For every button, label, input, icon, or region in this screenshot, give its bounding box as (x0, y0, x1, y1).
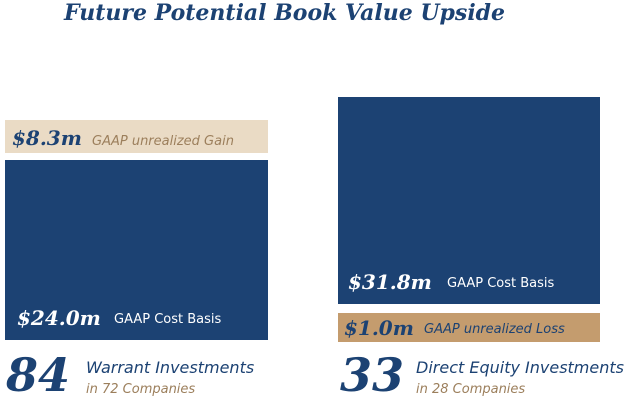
warrant-count: 84 (6, 348, 71, 402)
equity-cost-desc-label: GAAP Cost Basis (447, 276, 555, 291)
warrant-title: Warrant Investments (86, 358, 255, 377)
warrant-cost-basis-segment (5, 160, 268, 340)
equity-cost-basis-segment (338, 97, 600, 304)
loss-desc-label: GAAP unrealized Loss (424, 322, 565, 337)
warrant-cost-value-label: $24.0m (17, 306, 101, 330)
gain-segment (5, 120, 268, 153)
loss-value-label: $1.0m (344, 316, 414, 340)
equity-subtitle: in 28 Companies (416, 382, 526, 397)
equity-title: Direct Equity Investments (416, 358, 624, 377)
equity-count: 33 (340, 348, 405, 402)
equity-cost-value-label: $31.8m (348, 270, 432, 294)
warrant-subtitle: in 72 Companies (86, 382, 196, 397)
warrant-cost-desc-label: GAAP Cost Basis (114, 312, 222, 327)
gain-value-label: $8.3m (12, 126, 82, 150)
loss-segment (338, 313, 600, 342)
chart-title: Future Potential Book Value Upside (64, 0, 506, 26)
gain-desc-label: GAAP unrealized Gain (92, 134, 234, 149)
